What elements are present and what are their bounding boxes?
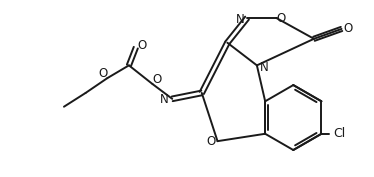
Text: O: O [137, 39, 146, 52]
Text: O: O [153, 73, 162, 86]
Text: O: O [206, 135, 215, 148]
Text: O: O [99, 67, 108, 80]
Text: N: N [260, 61, 268, 74]
Text: O: O [277, 12, 286, 25]
Text: N: N [160, 93, 169, 106]
Text: N: N [236, 13, 245, 26]
Text: Cl: Cl [333, 127, 345, 140]
Text: O: O [344, 22, 353, 35]
